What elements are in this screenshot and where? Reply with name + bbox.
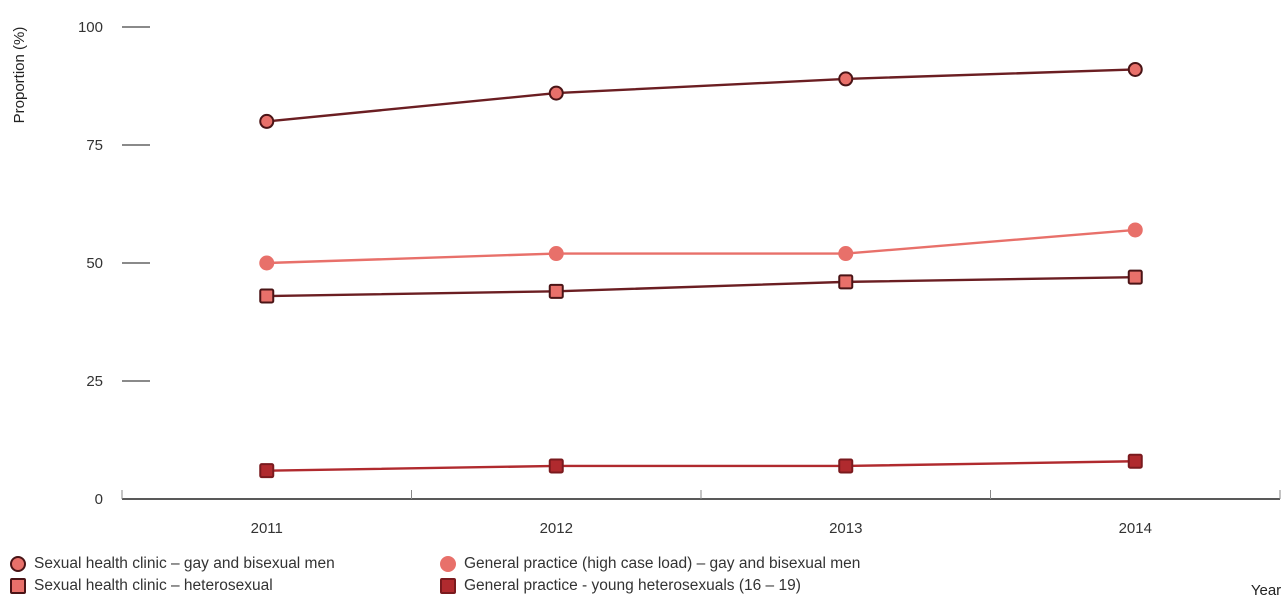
data-point [1127, 269, 1143, 285]
legend-square-marker-icon [10, 578, 26, 594]
series-3 [259, 453, 1143, 479]
series-0 [259, 61, 1143, 129]
x-tick-label: 2013 [829, 520, 862, 537]
legend-square-marker-icon [440, 578, 456, 594]
legend-circle-marker-icon [10, 556, 26, 572]
series-line [266, 228, 1136, 265]
data-point [1127, 453, 1143, 469]
series-2 [259, 269, 1143, 304]
series-line [266, 275, 1136, 298]
x-tick-label: 2014 [1119, 520, 1152, 537]
data-point [259, 463, 275, 479]
data-point [838, 274, 854, 290]
y-tick-label: 0 [95, 491, 103, 508]
data-point [1127, 61, 1143, 77]
legend-label: Sexual health clinic – gay and bisexual … [34, 555, 335, 572]
legend-label: General practice (high case load) – gay … [464, 555, 861, 572]
y-tick-label: 25 [86, 373, 103, 390]
legend-label: General practice - young heterosexuals (… [464, 577, 801, 594]
legend-item-shc-het: Sexual health clinic – heterosexual [10, 577, 273, 595]
legend-item-gp-young-het: General practice - young heterosexuals (… [440, 577, 801, 595]
series-layer [259, 61, 1143, 479]
legend-label: Sexual health clinic – heterosexual [34, 577, 273, 594]
y-tick-label: 50 [86, 255, 103, 272]
legend-item-shc-gbm: Sexual health clinic – gay and bisexual … [10, 555, 335, 573]
y-tick-label: 100 [78, 19, 103, 36]
data-point [548, 85, 564, 101]
x-tick-label: 2011 [251, 520, 283, 537]
series-line [266, 460, 1136, 472]
series-1 [259, 222, 1143, 271]
data-point [838, 71, 854, 87]
data-point [259, 255, 275, 271]
y-axis-title: Proportion (%) [11, 27, 28, 124]
data-point [548, 246, 564, 262]
data-point [259, 288, 275, 304]
legend-circle-marker-icon [440, 556, 456, 572]
axes: 2011 2012 2013 2014 0 25 50 75 100 [78, 19, 1281, 537]
legend-item-gp-gbm: General practice (high case load) – gay … [440, 555, 860, 573]
data-point [1127, 222, 1143, 238]
data-point [548, 283, 564, 299]
data-point [838, 246, 854, 262]
data-point [259, 113, 275, 129]
y-tick-label: 75 [86, 137, 103, 154]
data-point [838, 458, 854, 474]
series-line [266, 68, 1136, 123]
x-axis-title: Year [1251, 582, 1281, 599]
x-tick-label: 2012 [540, 520, 573, 537]
data-point [548, 458, 564, 474]
